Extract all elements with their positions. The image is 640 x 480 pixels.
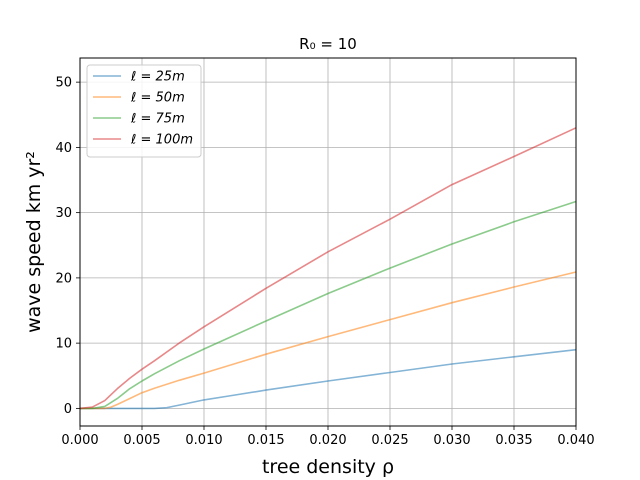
series-line-0 <box>80 348 577 410</box>
x-tick-label: 0.025 <box>371 433 408 448</box>
legend-label: ℓ = 100m <box>130 133 193 148</box>
x-tick-label: 0.035 <box>495 433 532 448</box>
grid-lines <box>79 58 577 426</box>
y-tick-label: 0 <box>64 402 72 417</box>
y-tick-label: 10 <box>55 337 72 352</box>
x-tick-label: 0.000 <box>61 433 98 448</box>
y-tick-label: 50 <box>55 76 72 91</box>
series-line-2 <box>80 200 577 410</box>
series-line-3 <box>79 127 577 410</box>
x-tick-label: 0.020 <box>309 433 346 448</box>
series-line-1 <box>80 271 577 410</box>
y-tick-label: 30 <box>55 206 72 221</box>
series-lines <box>79 127 577 410</box>
x-tick-label: 0.005 <box>123 433 160 448</box>
legend-label: ℓ = 75m <box>130 112 185 127</box>
y-tick-label: 20 <box>55 271 72 286</box>
legend-box <box>86 64 202 158</box>
axis-ticks: 0.000 0.005 0.010 0.015 0.020 0.025 0.030 0.035… <box>55 76 594 448</box>
legend: ℓ = 25m ℓ = 50m ℓ = 75m ℓ = 100m <box>86 64 202 158</box>
y-axis-title: wave speed km yr² <box>23 151 45 333</box>
legend-label: ℓ = 25m <box>130 70 185 85</box>
x-tick-label: 0.010 <box>185 433 222 448</box>
x-axis-title: tree density ρ <box>262 456 394 478</box>
x-tick-label: 0.040 <box>557 433 594 448</box>
x-tick-label: 0.015 <box>247 433 284 448</box>
y-tick-label: 40 <box>55 141 72 156</box>
legend-label: ℓ = 50m <box>130 91 185 106</box>
x-tick-label: 0.030 <box>433 433 470 448</box>
chart-title: R₀ = 10 <box>299 35 357 53</box>
